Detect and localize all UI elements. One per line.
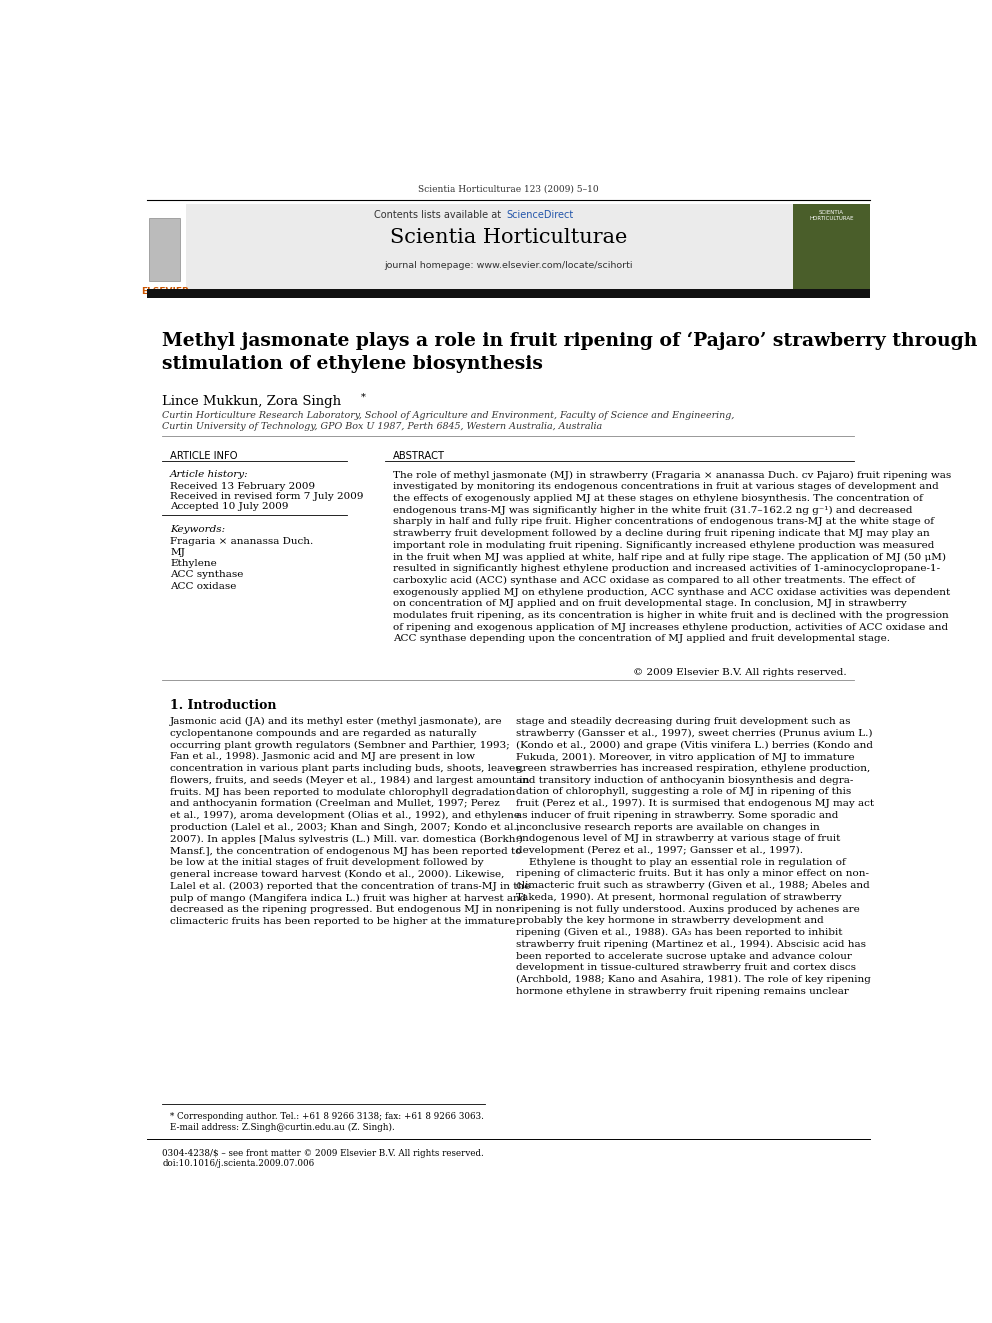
FancyBboxPatch shape (186, 204, 793, 291)
Text: Lince Mukkun, Zora Singh: Lince Mukkun, Zora Singh (163, 396, 341, 407)
Text: SCIENTIA
HORTICULTURAE: SCIENTIA HORTICULTURAE (809, 209, 853, 221)
Text: journal homepage: www.elsevier.com/locate/scihorti: journal homepage: www.elsevier.com/locat… (384, 261, 633, 270)
FancyBboxPatch shape (150, 218, 181, 280)
Text: Contents lists available at: Contents lists available at (374, 209, 505, 220)
Text: Ethylene: Ethylene (171, 560, 217, 568)
Text: stage and steadily decreasing during fruit development such as
strawberry (Ganss: stage and steadily decreasing during fru… (516, 717, 874, 996)
Text: Curtin University of Technology, GPO Box U 1987, Perth 6845, Western Australia, : Curtin University of Technology, GPO Box… (163, 422, 602, 430)
Text: ARTICLE INFO: ARTICLE INFO (171, 451, 238, 462)
Text: MJ: MJ (171, 548, 185, 557)
FancyBboxPatch shape (793, 204, 870, 291)
Text: ELSEVIER: ELSEVIER (141, 287, 188, 296)
FancyBboxPatch shape (147, 204, 186, 291)
Text: © 2009 Elsevier B.V. All rights reserved.: © 2009 Elsevier B.V. All rights reserved… (633, 668, 847, 677)
Text: 0304-4238/$ – see front matter © 2009 Elsevier B.V. All rights reserved.: 0304-4238/$ – see front matter © 2009 El… (163, 1148, 484, 1158)
Text: 1. Introduction: 1. Introduction (171, 699, 277, 712)
Text: Curtin Horticulture Research Laboratory, School of Agriculture and Environment, : Curtin Horticulture Research Laboratory,… (163, 411, 735, 421)
FancyBboxPatch shape (147, 290, 870, 298)
Text: ScienceDirect: ScienceDirect (506, 209, 573, 220)
Text: The role of methyl jasmonate (MJ) in strawberry (Fragaria × ananassa Duch. cv Pa: The role of methyl jasmonate (MJ) in str… (393, 471, 951, 643)
Text: Scientia Horticulturae 123 (2009) 5–10: Scientia Horticulturae 123 (2009) 5–10 (418, 184, 599, 193)
Text: Methyl jasmonate plays a role in fruit ripening of ‘Pajaro’ strawberry through
s: Methyl jasmonate plays a role in fruit r… (163, 332, 978, 373)
Text: Jasmonic acid (JA) and its methyl ester (methyl jasmonate), are
cyclopentanone c: Jasmonic acid (JA) and its methyl ester … (171, 717, 531, 926)
Text: * Corresponding author. Tel.: +61 8 9266 3138; fax: +61 8 9266 3063.: * Corresponding author. Tel.: +61 8 9266… (171, 1113, 484, 1122)
Text: ABSTRACT: ABSTRACT (393, 451, 445, 462)
Text: Received 13 February 2009: Received 13 February 2009 (171, 482, 315, 491)
Text: Scientia Horticulturae: Scientia Horticulturae (390, 228, 627, 247)
Text: *: * (361, 393, 366, 402)
Text: doi:10.1016/j.scienta.2009.07.006: doi:10.1016/j.scienta.2009.07.006 (163, 1159, 314, 1168)
Text: Accepted 10 July 2009: Accepted 10 July 2009 (171, 501, 289, 511)
Text: Received in revised form 7 July 2009: Received in revised form 7 July 2009 (171, 492, 364, 501)
Text: E-mail address: Z.Singh@curtin.edu.au (Z. Singh).: E-mail address: Z.Singh@curtin.edu.au (Z… (171, 1122, 395, 1131)
Text: Keywords:: Keywords: (171, 525, 225, 534)
Text: ACC oxidase: ACC oxidase (171, 582, 236, 590)
Text: Article history:: Article history: (171, 471, 249, 479)
Text: Fragaria × ananassa Duch.: Fragaria × ananassa Duch. (171, 537, 313, 545)
Text: ACC synthase: ACC synthase (171, 570, 243, 579)
